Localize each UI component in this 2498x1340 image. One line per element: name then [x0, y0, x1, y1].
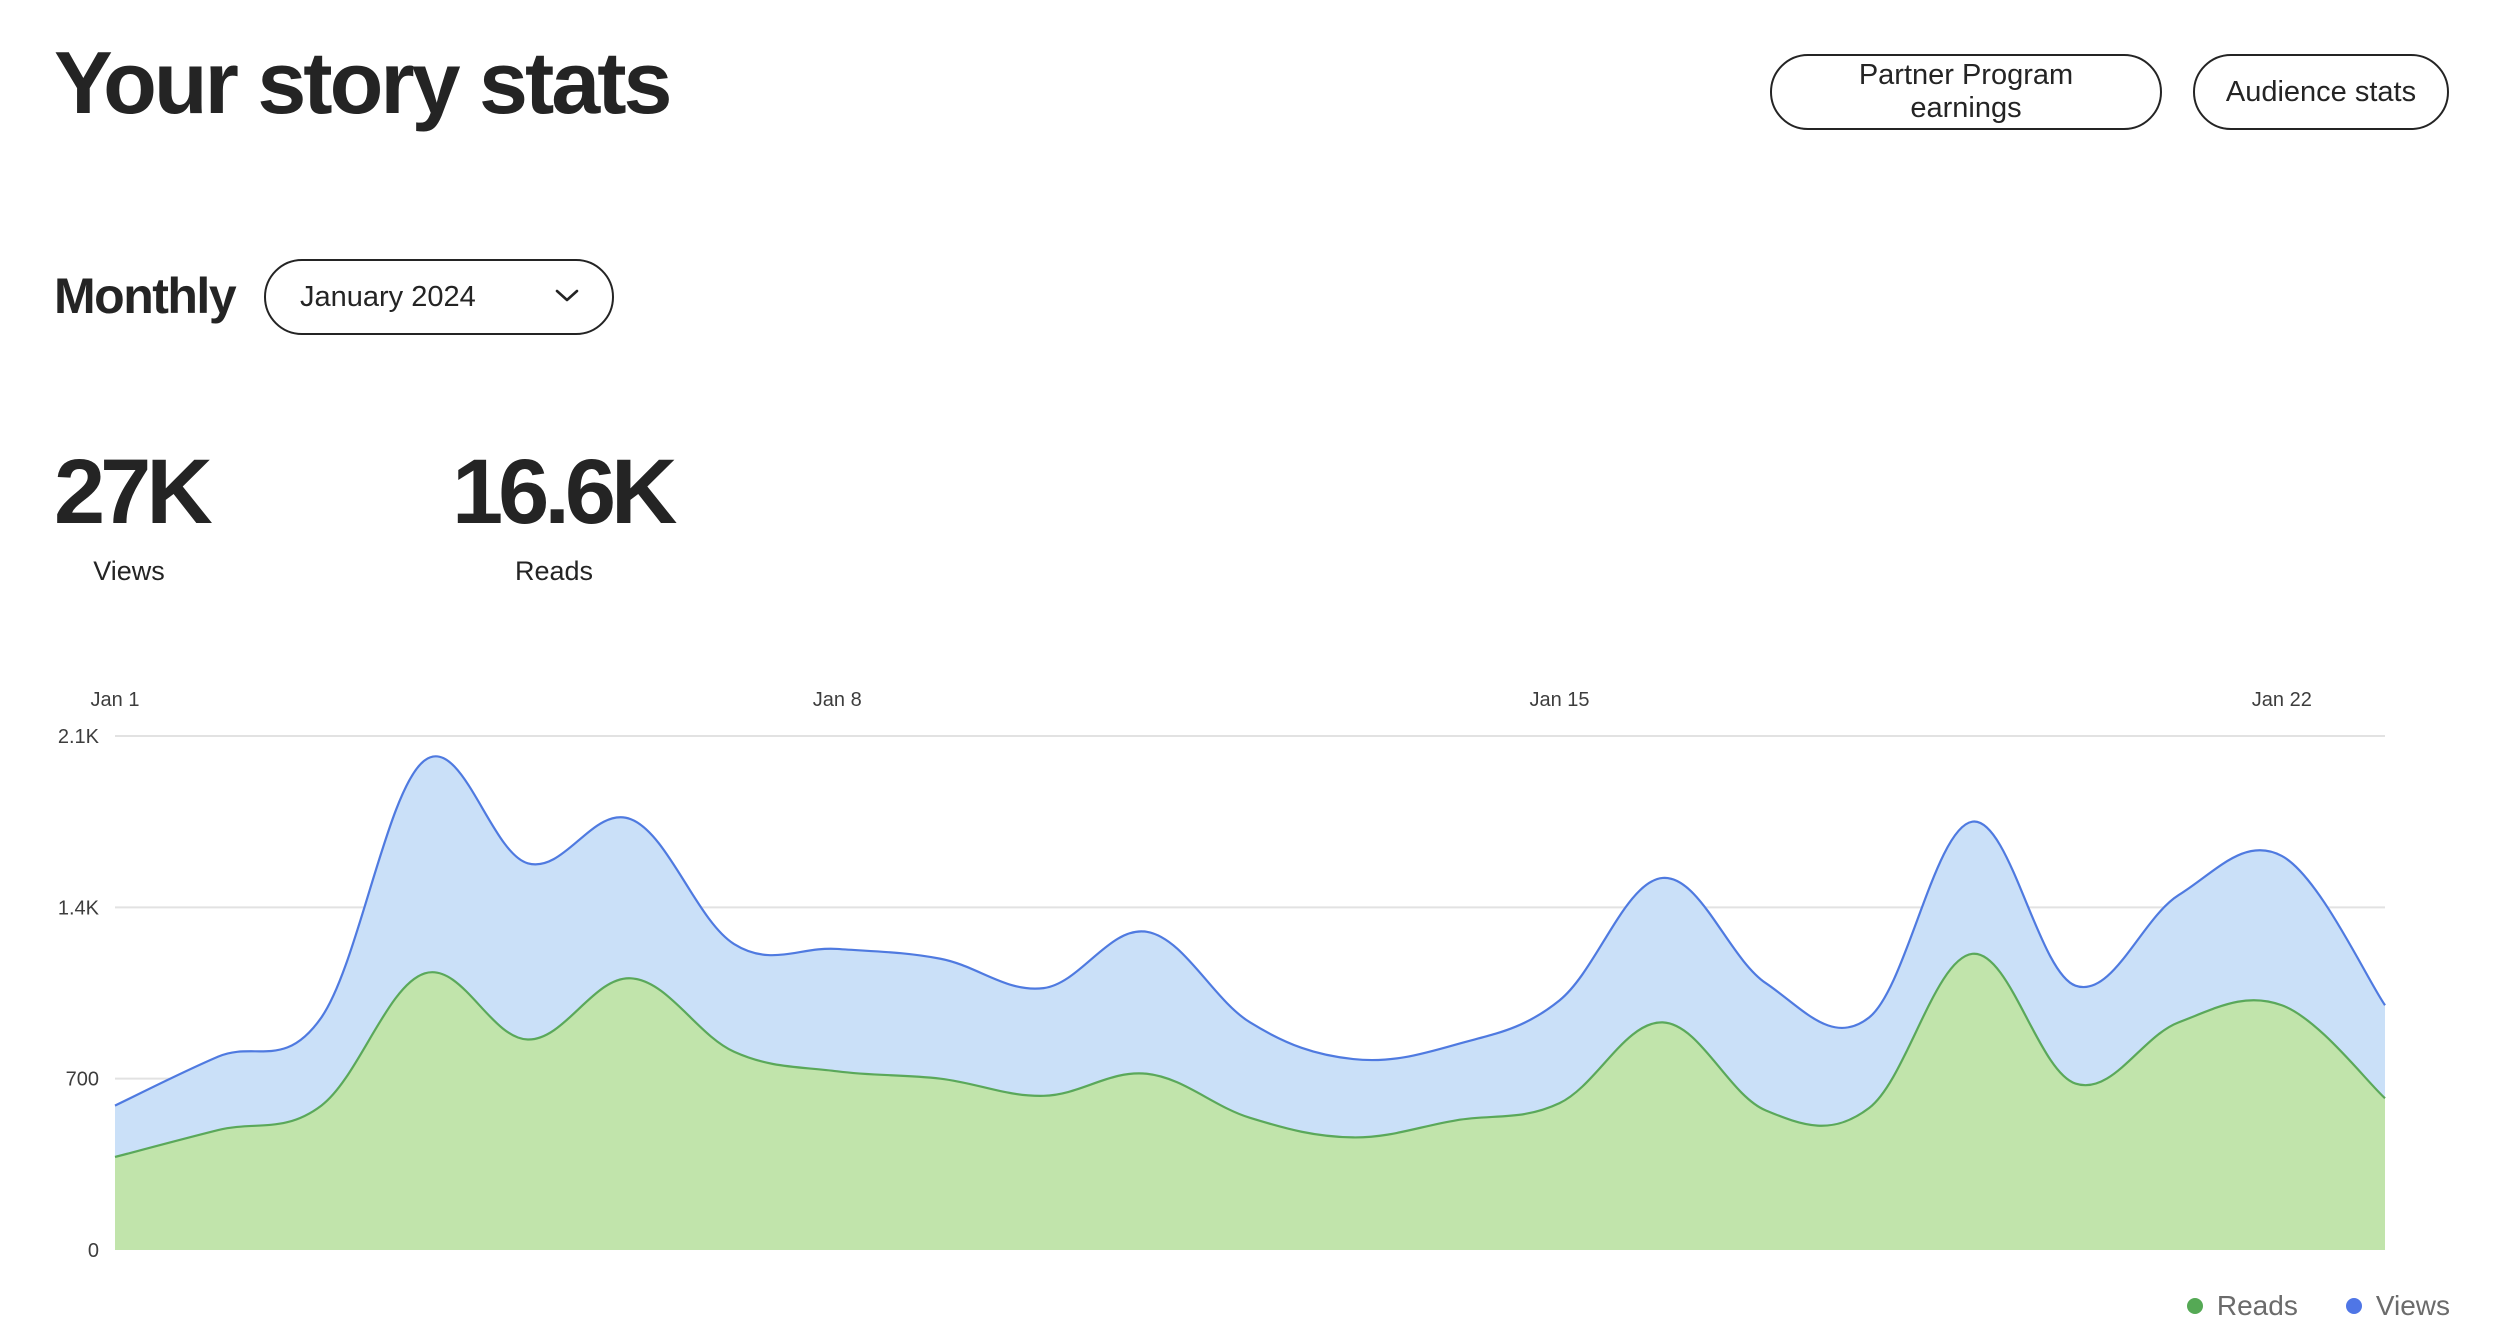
- views-line: [114, 755, 2386, 1107]
- x-tick-label: Jan 8: [813, 689, 862, 711]
- legend-item-views: Views: [2345, 1290, 2450, 1322]
- reads-legend-dot: [2186, 1298, 2203, 1314]
- y-tick-label: 700: [66, 1069, 99, 1091]
- chart-legend: Reads Views: [2186, 1290, 2450, 1322]
- y-tick-label: 0: [88, 1240, 99, 1262]
- x-tick-label: Jan 22: [2252, 689, 2312, 711]
- audience-stats-button[interactable]: Audience stats: [2193, 54, 2449, 130]
- reads-line: [114, 952, 2386, 1159]
- y-tick-label: 2.1K: [58, 726, 100, 748]
- legend-item-reads: Reads: [2186, 1290, 2298, 1322]
- page-title: Your story stats: [54, 33, 672, 132]
- views-label: Views: [93, 556, 165, 586]
- reads-area: [115, 953, 2385, 1250]
- reads-value: 16.6K: [452, 441, 678, 543]
- month-dropdown-value: January 2024: [300, 280, 476, 313]
- month-dropdown[interactable]: January 2024: [264, 259, 614, 335]
- x-tick-label: Jan 1: [91, 689, 140, 711]
- legend-label-views: Views: [2375, 1290, 2450, 1321]
- reads-stat: 16.6K Reads: [452, 441, 678, 587]
- stats-chart: 2.1K 1.4K 700 0 Jan 1 Jan 8 Jan 15 Jan 22: [0, 660, 2498, 1340]
- reads-label: Reads: [514, 556, 594, 586]
- chevron-down-icon: [555, 289, 579, 302]
- legend-label-reads: Reads: [2216, 1290, 2298, 1321]
- stats-chart-svg: 2.1K 1.4K 700 0 Jan 1 Jan 8 Jan 15 Jan 22: [58, 689, 2386, 1262]
- views-stat: 27K Views: [54, 441, 213, 587]
- views-legend-dot: [2345, 1298, 2362, 1314]
- y-tick-label: 1.4K: [58, 897, 100, 919]
- partner-program-earnings-button[interactable]: Partner Program earnings: [1770, 54, 2162, 130]
- views-value: 27K: [54, 441, 213, 543]
- period-label: Monthly: [54, 268, 237, 324]
- x-tick-label: Jan 15: [1530, 689, 1590, 711]
